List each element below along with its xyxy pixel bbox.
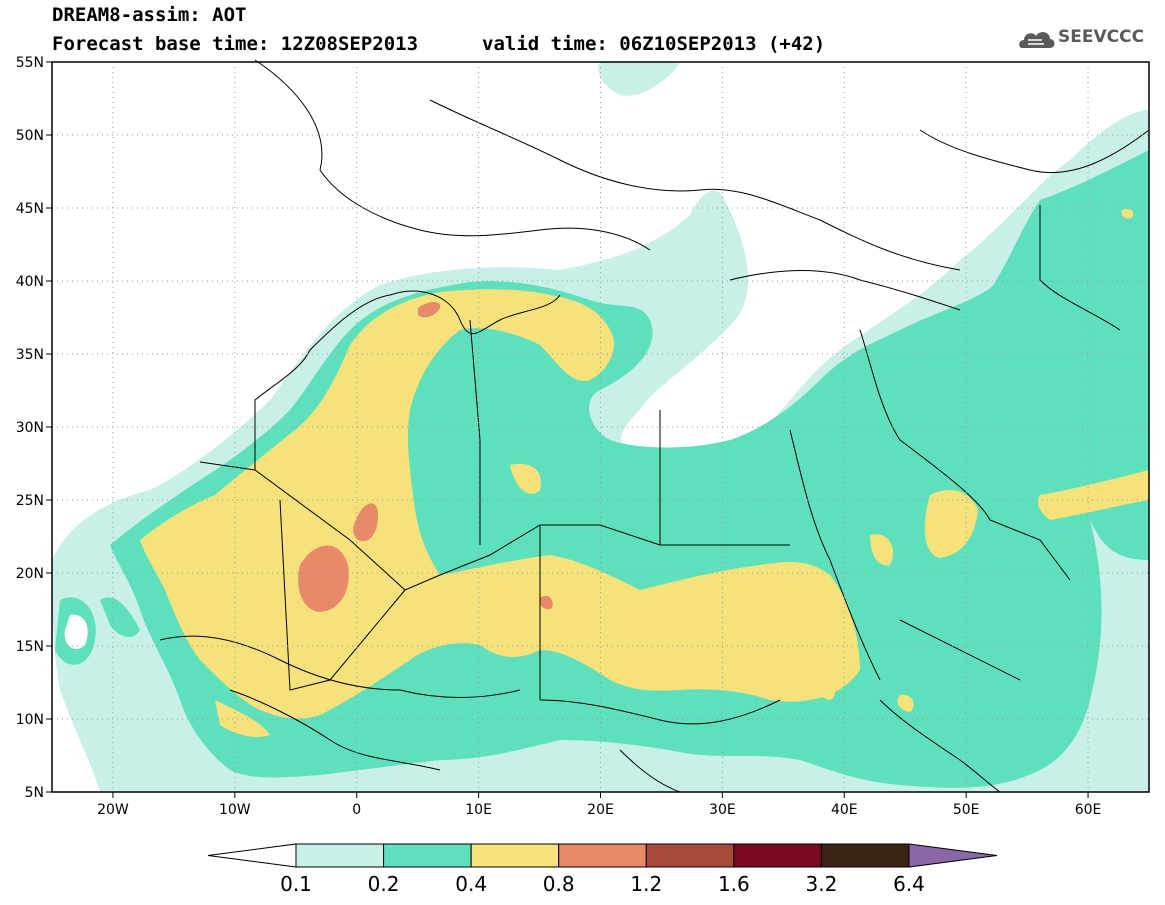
map-title: DREAM8-assim: AOT [52,4,247,26]
lat-tick-label: 40N [16,274,44,290]
colorbar-swatch [820,843,910,868]
lon-tick-label: 10E [465,802,492,818]
colorbar-label: 0.8 [543,872,575,896]
colorbar-swatch [645,843,735,868]
logo-text: SEEVCCC [1058,27,1145,47]
colorbar-swatch [470,843,560,868]
longitude-axis: 20W 10W 0 10E 20E 30E 40E 50E 60E [97,792,1101,818]
colorbar-high-arrow [908,843,998,868]
lat-tick-label: 50N [16,128,44,144]
lat-tick-label: 45N [16,201,44,217]
colorbar-label: 0.1 [280,872,312,896]
lat-tick-label: 10N [16,712,44,728]
lat-tick-label: 20N [16,566,44,582]
colorbar-label: 1.6 [718,872,750,896]
colorbar-swatch [383,843,472,868]
forecast-base-time: Forecast base time: 12Z08SEP2013 [52,33,419,55]
gridlines [52,62,1149,792]
country-borders [159,59,1150,793]
lat-tick-label: 30N [16,420,44,436]
lon-tick-label: 30E [709,802,736,818]
aot-level-0.8 [298,302,553,612]
colorbar-low-arrow [207,843,297,868]
lat-tick-label: 15N [16,639,44,655]
lon-tick-label: 0 [352,802,361,818]
colorbar-swatch [295,843,385,868]
colorbar-label: 6.4 [893,872,925,896]
colorbar-label: 3.2 [806,872,838,896]
lat-tick-label: 35N [16,347,44,363]
cloud-logo-icon [1019,32,1055,48]
lon-tick-label: 20E [587,802,614,818]
lat-tick-label: 25N [16,493,44,509]
lon-tick-label: 10W [219,802,251,818]
colorbar-label: 1.2 [630,872,662,896]
lon-tick-label: 20W [97,802,129,818]
colorbar-swatch [733,843,822,868]
colorbar-label: 0.2 [368,872,400,896]
lon-tick-label: 50E [953,802,980,818]
colorbar: 0.1 0.2 0.4 0.8 1.2 1.6 3.2 6.4 [207,843,998,896]
lon-tick-label: 60E [1075,802,1102,818]
lat-tick-label: 55N [16,55,44,71]
colorbar-label: 0.4 [455,872,487,896]
colorbar-swatch [558,843,647,868]
lat-tick-label: 5N [25,785,44,801]
lon-tick-label: 40E [831,802,858,818]
valid-time: valid time: 06Z10SEP2013 (+42) [482,33,826,55]
latitude-axis: 55N 50N 45N 40N 35N 30N 25N 20N 15N 10N 5N [16,55,52,801]
